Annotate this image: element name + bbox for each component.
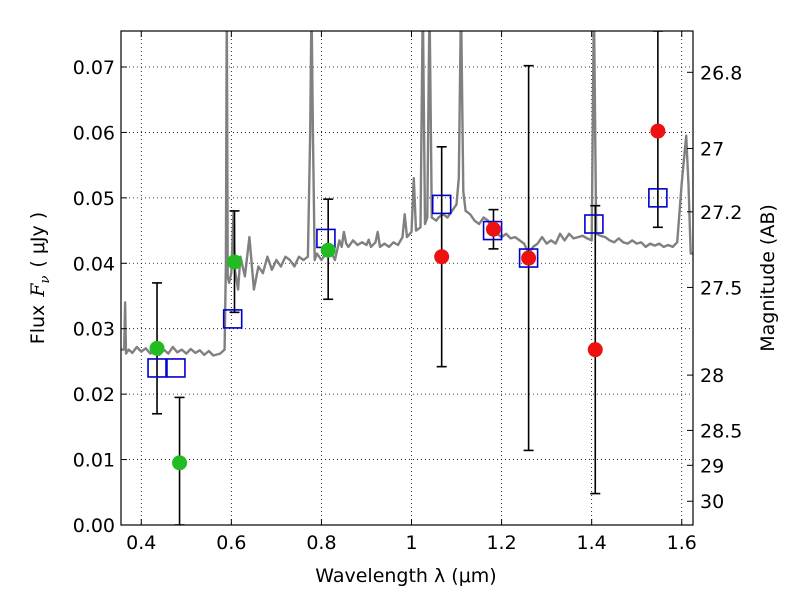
red-point-marker bbox=[521, 250, 537, 266]
plot-frame bbox=[120, 30, 694, 526]
x-tick-label: 1.6 bbox=[667, 532, 697, 554]
red-point-marker bbox=[650, 123, 666, 139]
open-square-marker bbox=[482, 220, 503, 241]
open-square-marker bbox=[166, 358, 186, 378]
x-tick-label: 1.4 bbox=[577, 532, 607, 554]
mag-tick-label: 30 bbox=[700, 491, 724, 513]
y-axis-label-left: Flux Fν ( μJy ) bbox=[27, 212, 53, 344]
x-tick-label: 0.4 bbox=[126, 532, 156, 554]
green-point-marker bbox=[149, 340, 165, 356]
open-square-marker bbox=[584, 214, 604, 234]
y-tick-label: 0.06 bbox=[73, 122, 115, 144]
green-point-marker bbox=[320, 242, 336, 258]
x-tick-label: 1.2 bbox=[486, 532, 516, 554]
red-point-marker bbox=[587, 342, 603, 358]
model-spectrum-line bbox=[121, 31, 693, 357]
y-axis-label-prefix: Flux bbox=[27, 305, 49, 345]
x-tick-label: 0.6 bbox=[216, 532, 246, 554]
mag-tick-label: 28 bbox=[700, 365, 724, 387]
y-axis-label-unit: ( μJy ) bbox=[27, 212, 49, 268]
y-axis-label-right: Magnitude (AB) bbox=[757, 204, 779, 352]
plot-area bbox=[121, 31, 693, 525]
x-axis-label: Wavelength λ (μm) bbox=[315, 565, 496, 587]
y-tick-label: 0.02 bbox=[73, 384, 115, 406]
open-square-marker bbox=[147, 358, 167, 378]
y-tick-label: 0.07 bbox=[73, 57, 115, 79]
mag-tick-label: 27.2 bbox=[700, 202, 742, 224]
y-axis-label-symbol: F bbox=[27, 283, 49, 298]
mag-tick-label: 27.5 bbox=[700, 277, 742, 299]
axis-ticks: 0.4 0.6 0.8 1 1.2 1.4 1.6 0.00 0.01 0.02 0.03 0.04 0… bbox=[73, 31, 742, 554]
open-square-marker bbox=[518, 248, 539, 268]
y-tick-label: 0.05 bbox=[73, 188, 115, 210]
green-point-marker bbox=[226, 254, 242, 270]
y-tick-label: 0.03 bbox=[73, 319, 115, 341]
y-tick-label: 0.00 bbox=[73, 515, 115, 537]
green-point-marker bbox=[172, 455, 188, 471]
y-axis-label-subscript: ν bbox=[38, 276, 53, 284]
mag-tick-label: 29 bbox=[700, 455, 724, 477]
open-square-marker bbox=[431, 194, 452, 215]
grid bbox=[121, 31, 693, 525]
open-square-marker bbox=[648, 188, 668, 208]
red-point-marker bbox=[485, 221, 501, 237]
x-tick-label: 0.8 bbox=[306, 532, 336, 554]
mag-tick-label: 26.8 bbox=[700, 62, 742, 84]
y-tick-label: 0.04 bbox=[73, 253, 115, 275]
mag-tick-label: 28.5 bbox=[700, 420, 742, 442]
red-point-marker bbox=[434, 249, 450, 265]
mag-tick-label: 27 bbox=[700, 138, 724, 160]
open-square-marker bbox=[222, 309, 243, 329]
x-tick-label: 1 bbox=[405, 532, 417, 554]
y-tick-label: 0.01 bbox=[73, 450, 115, 472]
